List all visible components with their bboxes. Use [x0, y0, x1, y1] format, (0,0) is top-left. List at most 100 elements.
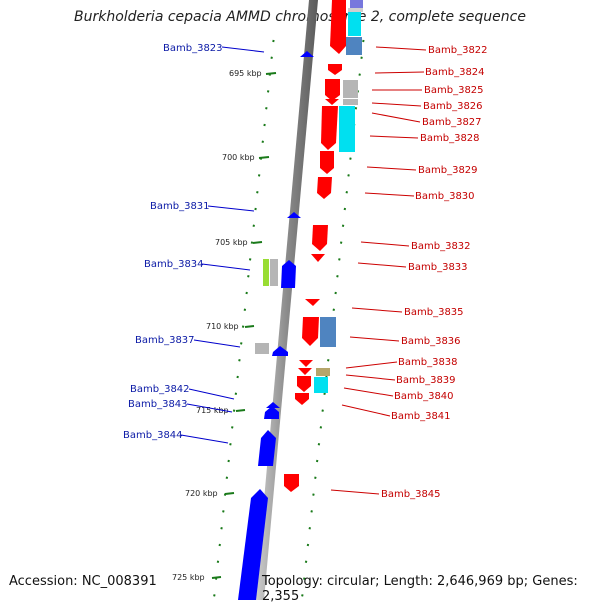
tick-mark: [225, 476, 229, 480]
tick-mark: [229, 442, 232, 446]
tick-mark: [306, 543, 310, 547]
gene-top-lavender[interactable]: [350, 0, 363, 8]
tick-mark: [213, 594, 216, 597]
gene-labels-left: Bamb_3823 Bamb_3831 Bamb_3834 Bamb_3837 …: [123, 43, 223, 441]
gene-label[interactable]: Bamb_3824: [425, 67, 485, 78]
gene-Bamb_3839-khaki[interactable]: [316, 368, 330, 376]
tick-mark: [236, 375, 239, 379]
gene-Bamb_3845[interactable]: [284, 474, 299, 492]
tick-mark: [339, 241, 343, 244]
gene-Bamb_3836[interactable]: [302, 317, 319, 346]
tick-mark: [347, 174, 350, 177]
gene-Bamb_3825-gray[interactable]: [343, 80, 358, 98]
forward-genes: [284, 0, 363, 492]
gene-top-gray[interactable]: [348, 8, 363, 12]
gene-label[interactable]: Bamb_3829: [418, 165, 478, 176]
tick-mark: [238, 358, 241, 362]
gene-label[interactable]: Bamb_3826: [423, 101, 483, 112]
gene-Bamb_3822-red[interactable]: [330, 0, 346, 54]
tick-mark: [303, 577, 306, 580]
gene-label[interactable]: Bamb_3837: [135, 335, 195, 346]
tick-mark: [250, 241, 254, 244]
kbp-label: 710 kbp: [206, 322, 239, 331]
gene-label[interactable]: Bamb_3836: [401, 336, 461, 347]
tick-mark: [312, 493, 315, 496]
gene-Bamb_3838[interactable]: [299, 360, 313, 367]
gene-Bamb_3833[interactable]: [311, 254, 325, 262]
gene-Bamb_3834[interactable]: [281, 260, 296, 288]
gene-label[interactable]: Bamb_3831: [150, 201, 210, 212]
gene-label[interactable]: Bamb_3830: [415, 191, 475, 202]
tick-mark: [247, 274, 250, 278]
tick-mark: [241, 325, 245, 328]
gene-top-cyan[interactable]: [348, 10, 361, 36]
gene-Bamb_3839[interactable]: [298, 368, 312, 375]
tick-mark: [349, 157, 352, 160]
gene-Bamb_3822[interactable]: [346, 37, 362, 55]
gene-Bamb_3832[interactable]: [312, 225, 328, 251]
gene-label[interactable]: Bamb_3823: [163, 43, 223, 54]
gene-Bamb_3835[interactable]: [305, 299, 320, 306]
tick-mark: [216, 560, 220, 564]
tick-mark: [308, 526, 311, 530]
tick-mark: [315, 459, 319, 463]
gene-label[interactable]: Bamb_3827: [422, 117, 482, 128]
gene-long-reverse[interactable]: [238, 489, 268, 600]
gene-label[interactable]: Bamb_3833: [408, 262, 468, 273]
gene-Bamb_3824[interactable]: [328, 64, 342, 75]
gene-Bamb_3823[interactable]: [300, 51, 314, 57]
gene-Bamb_3825[interactable]: [325, 79, 340, 101]
tick-mark: [234, 392, 238, 396]
tick-mark: [354, 106, 358, 110]
tick-mark: [270, 56, 273, 60]
gene-Bamb_3830[interactable]: [317, 177, 332, 199]
gene-Bamb_3828[interactable]: [339, 106, 355, 152]
gene-Bamb_3826[interactable]: [325, 99, 339, 105]
gene-label[interactable]: Bamb_3832: [411, 241, 471, 252]
tick-mark: [272, 39, 275, 43]
gene-Bamb_3840[interactable]: [297, 376, 311, 392]
gene-label[interactable]: Bamb_3825: [424, 85, 484, 96]
gene-label[interactable]: Bamb_3843: [128, 399, 188, 410]
gene-Bamb_3844[interactable]: [258, 430, 276, 466]
gene-label[interactable]: Bamb_3822: [428, 45, 488, 56]
tick-mark: [248, 258, 252, 261]
gene-label[interactable]: Bamb_3841: [391, 411, 451, 422]
gene-label[interactable]: Bamb_3845: [381, 489, 441, 500]
gene-Bamb_3840-cyan[interactable]: [314, 377, 328, 393]
tick-mark: [243, 308, 247, 312]
gene-labels-right: Bamb_3822 Bamb_3824 Bamb_3825 Bamb_3826 …: [381, 45, 488, 500]
tick-mark: [261, 140, 264, 144]
gene-Bamb_3826-gray[interactable]: [343, 99, 358, 105]
gene-Bamb_3837-gray[interactable]: [255, 343, 269, 354]
gene-Bamb_3843[interactable]: [264, 406, 279, 419]
gene-Bamb_3831[interactable]: [287, 212, 301, 218]
gene-label[interactable]: Bamb_3839: [396, 375, 456, 386]
map-title: Burkholderia cepacia AMMD chromosome 2, …: [74, 9, 526, 25]
tick-mark: [319, 426, 323, 429]
gene-Bamb_3841[interactable]: [295, 393, 309, 405]
gene-Bamb_3834-gray[interactable]: [270, 259, 278, 286]
gene-Bamb_3842[interactable]: [266, 402, 280, 408]
gene-label[interactable]: Bamb_3844: [123, 430, 183, 441]
gene-label[interactable]: Bamb_3828: [420, 133, 480, 144]
gene-label[interactable]: Bamb_3835: [404, 307, 464, 318]
gene-Bamb_3829[interactable]: [320, 151, 334, 174]
tick-mark: [263, 123, 266, 127]
kbp-scale: 695 kbp 700 kbp 705 kbp 710 kbp 715 kbp …: [172, 69, 277, 582]
gene-label[interactable]: Bamb_3840: [394, 391, 454, 402]
tick-mark: [362, 39, 365, 43]
gene-Bamb_3827[interactable]: [321, 106, 338, 150]
gene-Bamb_3834-lime[interactable]: [263, 259, 269, 286]
gene-Bamb_3836-steel[interactable]: [320, 317, 336, 347]
accession-text: Accession: NC_008391: [9, 574, 157, 589]
tick-mark: [314, 476, 317, 480]
tick-mark: [304, 560, 308, 564]
tick-mark: [336, 274, 339, 278]
gene-label[interactable]: Bamb_3838: [398, 357, 458, 368]
tick-mark: [227, 459, 230, 463]
gene-label[interactable]: Bamb_3842: [130, 384, 190, 395]
gene-Bamb_3837[interactable]: [272, 346, 288, 356]
tick-mark: [218, 543, 221, 547]
gene-label[interactable]: Bamb_3834: [144, 259, 204, 270]
